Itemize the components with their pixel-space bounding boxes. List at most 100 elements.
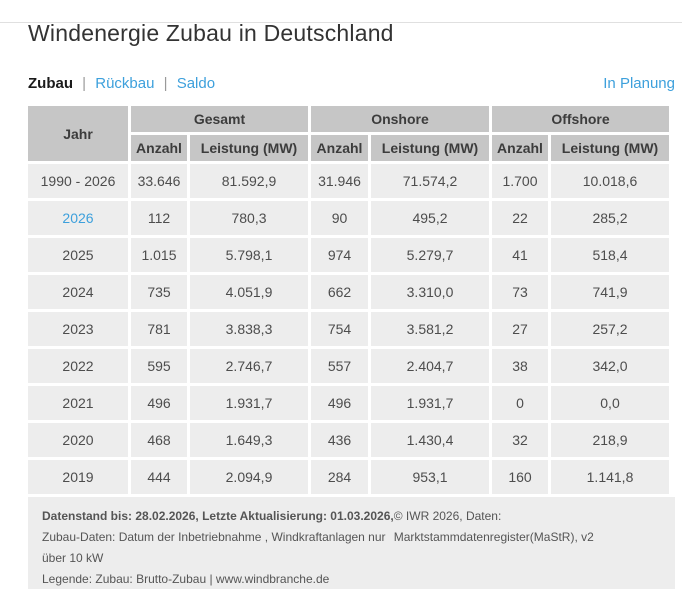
year-cell: 2023 — [28, 312, 128, 346]
tab-zubau[interactable]: Zubau — [28, 75, 73, 92]
value-cell: 27 — [492, 312, 548, 346]
value-cell: 0 — [492, 386, 548, 420]
value-cell: 495,2 — [371, 201, 489, 235]
value-cell: 5.798,1 — [190, 238, 308, 272]
footer-copyright: © IWR 2026, Daten: Marktstammdatenregist… — [393, 509, 594, 544]
table-row: 2019 444 2.094,9 284 953,1 160 1.141,8 — [28, 460, 669, 494]
value-cell: 496 — [311, 386, 368, 420]
value-cell: 496 — [131, 386, 187, 420]
value-cell: 0,0 — [551, 386, 669, 420]
footer-datenstand-line: Datenstand bis: 28.02.2026, Letzte Aktua… — [42, 506, 394, 569]
year-cell: 2025 — [28, 238, 128, 272]
table-row: 2023 781 3.838,3 754 3.581,2 27 257,2 — [28, 312, 669, 346]
value-cell: 73 — [492, 275, 548, 309]
value-cell: 3.838,3 — [190, 312, 308, 346]
table-row: 2024 735 4.051,9 662 3.310,0 73 741,9 — [28, 275, 669, 309]
tab-separator: | — [163, 75, 168, 92]
value-cell: 342,0 — [551, 349, 669, 383]
value-cell: 22 — [492, 201, 548, 235]
year-cell: 2020 — [28, 423, 128, 457]
footer-legend-line: Legende: Zubau: Brutto-Zubau | www.windb… — [42, 572, 330, 586]
footer-zubau-daten: Zubau-Daten: Datum der Inbetriebnahme , … — [42, 530, 386, 565]
subheader-anzahl-gesamt: Anzahl — [131, 135, 187, 161]
value-cell: 90 — [311, 201, 368, 235]
value-cell: 4.051,9 — [190, 275, 308, 309]
value-cell: 595 — [131, 349, 187, 383]
value-cell: 754 — [311, 312, 368, 346]
year-link-2026[interactable]: 2026 — [28, 201, 128, 235]
value-cell: 2.746,7 — [190, 349, 308, 383]
value-cell: 218,9 — [551, 423, 669, 457]
value-cell: 257,2 — [551, 312, 669, 346]
tab-group: Zubau | Rückbau | Saldo — [28, 75, 215, 93]
table-group-header-row: Jahr Gesamt Onshore Offshore — [28, 106, 669, 161]
table-row: 2021 496 1.931,7 496 1.931,7 0 0,0 — [28, 386, 669, 420]
value-cell: 741,9 — [551, 275, 669, 309]
value-cell: 662 — [311, 275, 368, 309]
subheader-leistung-onshore: Leistung (MW) — [371, 135, 489, 161]
value-cell: 436 — [311, 423, 368, 457]
in-planung-link[interactable]: In Planung — [603, 75, 675, 92]
page-title: Windenergie Zubau in Deutschland — [28, 20, 394, 46]
value-cell: 112 — [131, 201, 187, 235]
value-cell: 1.430,4 — [371, 423, 489, 457]
value-cell: 32 — [492, 423, 548, 457]
value-cell: 974 — [311, 238, 368, 272]
value-cell: 1.649,3 — [190, 423, 308, 457]
value-cell: 444 — [131, 460, 187, 494]
value-cell: 2.404,7 — [371, 349, 489, 383]
year-cell: 2021 — [28, 386, 128, 420]
year-cell: 1990 - 2026 — [28, 164, 128, 198]
value-cell: 33.646 — [131, 164, 187, 198]
subheader-anzahl-onshore: Anzahl — [311, 135, 368, 161]
value-cell: 1.700 — [492, 164, 548, 198]
value-cell: 3.581,2 — [371, 312, 489, 346]
value-cell: 160 — [492, 460, 548, 494]
table-row: 1990 - 2026 33.646 81.592,9 31.946 71.57… — [28, 164, 669, 198]
tab-separator: | — [82, 75, 87, 92]
value-cell: 780,3 — [190, 201, 308, 235]
table-subheader-row: Anzahl Leistung (MW) Anzahl Leistung (MW… — [28, 135, 669, 161]
table-row: 2026 112 780,3 90 495,2 22 285,2 — [28, 201, 669, 235]
value-cell: 781 — [131, 312, 187, 346]
table-row: 2022 595 2.746,7 557 2.404,7 38 342,0 — [28, 349, 669, 383]
top-divider — [0, 22, 682, 23]
table-row: 2025 1.015 5.798,1 974 5.279,7 41 518,4 — [28, 238, 669, 272]
wind-energy-table: Jahr Gesamt Onshore Offshore Anzahl Leis… — [25, 103, 672, 497]
column-header-jahr: Jahr — [28, 106, 128, 161]
subheader-leistung-offshore: Leistung (MW) — [551, 135, 669, 161]
value-cell: 41 — [492, 238, 548, 272]
value-cell: 285,2 — [551, 201, 669, 235]
value-cell: 3.310,0 — [371, 275, 489, 309]
subheader-anzahl-offshore: Anzahl — [492, 135, 548, 161]
value-cell: 1.015 — [131, 238, 187, 272]
value-cell: 518,4 — [551, 238, 669, 272]
table-footer: Datenstand bis: 28.02.2026, Letzte Aktua… — [28, 497, 675, 589]
view-tabbar: Zubau | Rückbau | Saldo In Planung — [28, 75, 675, 93]
value-cell: 284 — [311, 460, 368, 494]
footer-notes: Datenstand bis: 28.02.2026, Letzte Aktua… — [42, 506, 394, 586]
year-cell: 2024 — [28, 275, 128, 309]
value-cell: 81.592,9 — [190, 164, 308, 198]
value-cell: 2.094,9 — [190, 460, 308, 494]
tab-rueckbau[interactable]: Rückbau — [95, 75, 155, 92]
footer-datenstand-bold: Datenstand bis: 28.02.2026, Letzte Aktua… — [42, 509, 394, 523]
value-cell: 557 — [311, 349, 368, 383]
value-cell: 38 — [492, 349, 548, 383]
group-header-gesamt: Gesamt — [131, 106, 308, 132]
value-cell: 468 — [131, 423, 187, 457]
group-header-onshore: Onshore — [311, 106, 489, 132]
value-cell: 10.018,6 — [551, 164, 669, 198]
value-cell: 5.279,7 — [371, 238, 489, 272]
table-row: 2020 468 1.649,3 436 1.430,4 32 218,9 — [28, 423, 669, 457]
tab-saldo[interactable]: Saldo — [176, 75, 216, 92]
value-cell: 71.574,2 — [371, 164, 489, 198]
group-header-offshore: Offshore — [492, 106, 669, 132]
subheader-leistung-gesamt: Leistung (MW) — [190, 135, 308, 161]
value-cell: 31.946 — [311, 164, 368, 198]
year-cell: 2019 — [28, 460, 128, 494]
value-cell: 735 — [131, 275, 187, 309]
value-cell: 1.141,8 — [551, 460, 669, 494]
value-cell: 953,1 — [371, 460, 489, 494]
value-cell: 1.931,7 — [190, 386, 308, 420]
